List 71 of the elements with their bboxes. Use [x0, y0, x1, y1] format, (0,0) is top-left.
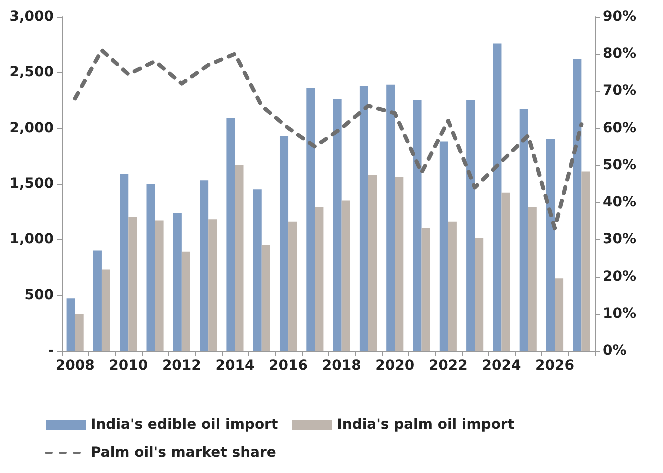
x-tick-label: 2010: [109, 358, 148, 374]
bar: [253, 190, 262, 351]
x-tick-label: 2016: [269, 358, 308, 374]
bar: [360, 86, 368, 351]
bar: [493, 44, 502, 351]
bar: [128, 217, 138, 351]
bar: [93, 250, 102, 351]
bar: [120, 174, 129, 351]
bar: [75, 314, 84, 351]
y-tick-label: 500: [24, 287, 54, 304]
line-series: [73, 48, 584, 231]
y2-tick-label: 60%: [603, 120, 637, 136]
y-tick-label: 2,500: [10, 64, 54, 81]
y-tick-label: 3,000: [10, 9, 54, 25]
bar: [173, 212, 182, 351]
bar: [520, 109, 528, 351]
y-tick-label: 2,000: [10, 120, 54, 136]
bar: [342, 200, 350, 351]
bar: [333, 99, 342, 351]
x-tick-label: 2022: [428, 358, 468, 374]
bar: [555, 278, 564, 351]
bar: [280, 136, 289, 351]
bar: [413, 100, 422, 351]
bar: [208, 220, 218, 351]
bar: [422, 228, 430, 351]
y2-tick-label: 10%: [603, 306, 637, 322]
y2-tick-label: 0%: [603, 343, 627, 359]
x-tick-label: 2018: [322, 358, 362, 374]
y2-tick-label: 70%: [603, 83, 637, 100]
bar: [200, 180, 209, 351]
x-tick-label: 2008: [56, 358, 95, 374]
y2-tick-label: 90%: [603, 9, 637, 25]
bar: [235, 165, 244, 351]
y-tick-label: -: [48, 343, 54, 359]
bar: [146, 184, 156, 351]
bar: [386, 84, 396, 351]
x-tick-label: 2014: [216, 358, 255, 374]
bar: [502, 192, 510, 351]
bar: [288, 222, 298, 351]
bar: [440, 142, 448, 351]
y2-tick-label: 80%: [603, 46, 637, 62]
x-tick-label: 2024: [482, 358, 522, 374]
y2-tick-label: 50%: [603, 157, 637, 174]
y2-tick-label: 40%: [603, 194, 637, 211]
bar: [448, 222, 457, 351]
legend-label: India's edible oil import: [91, 417, 278, 433]
y-tick-label: 1,000: [10, 232, 54, 248]
bar: [395, 177, 404, 351]
legend-label: Palm oil's market share: [91, 445, 276, 461]
bar: [466, 100, 476, 351]
bar: [226, 118, 236, 351]
y-tick-label: 1,500: [10, 176, 54, 192]
x-tick-label: 2020: [376, 358, 415, 374]
bar: [102, 270, 111, 351]
bar: [582, 172, 590, 351]
bar: [66, 298, 76, 351]
x-tick-label: 2012: [162, 358, 202, 374]
legend-label: India's palm oil import: [337, 417, 515, 433]
bar: [306, 88, 316, 351]
bar: [368, 175, 378, 351]
bar: [155, 220, 164, 351]
bar: [546, 139, 556, 351]
bar: [182, 252, 190, 351]
bar: [475, 238, 484, 351]
x-tick-label: 2026: [536, 358, 575, 374]
y2-tick-label: 20%: [603, 268, 637, 285]
bar: [528, 207, 537, 351]
bar: [315, 207, 324, 351]
bar: [573, 59, 582, 351]
bar: [262, 245, 270, 351]
y2-tick-label: 30%: [603, 232, 637, 248]
